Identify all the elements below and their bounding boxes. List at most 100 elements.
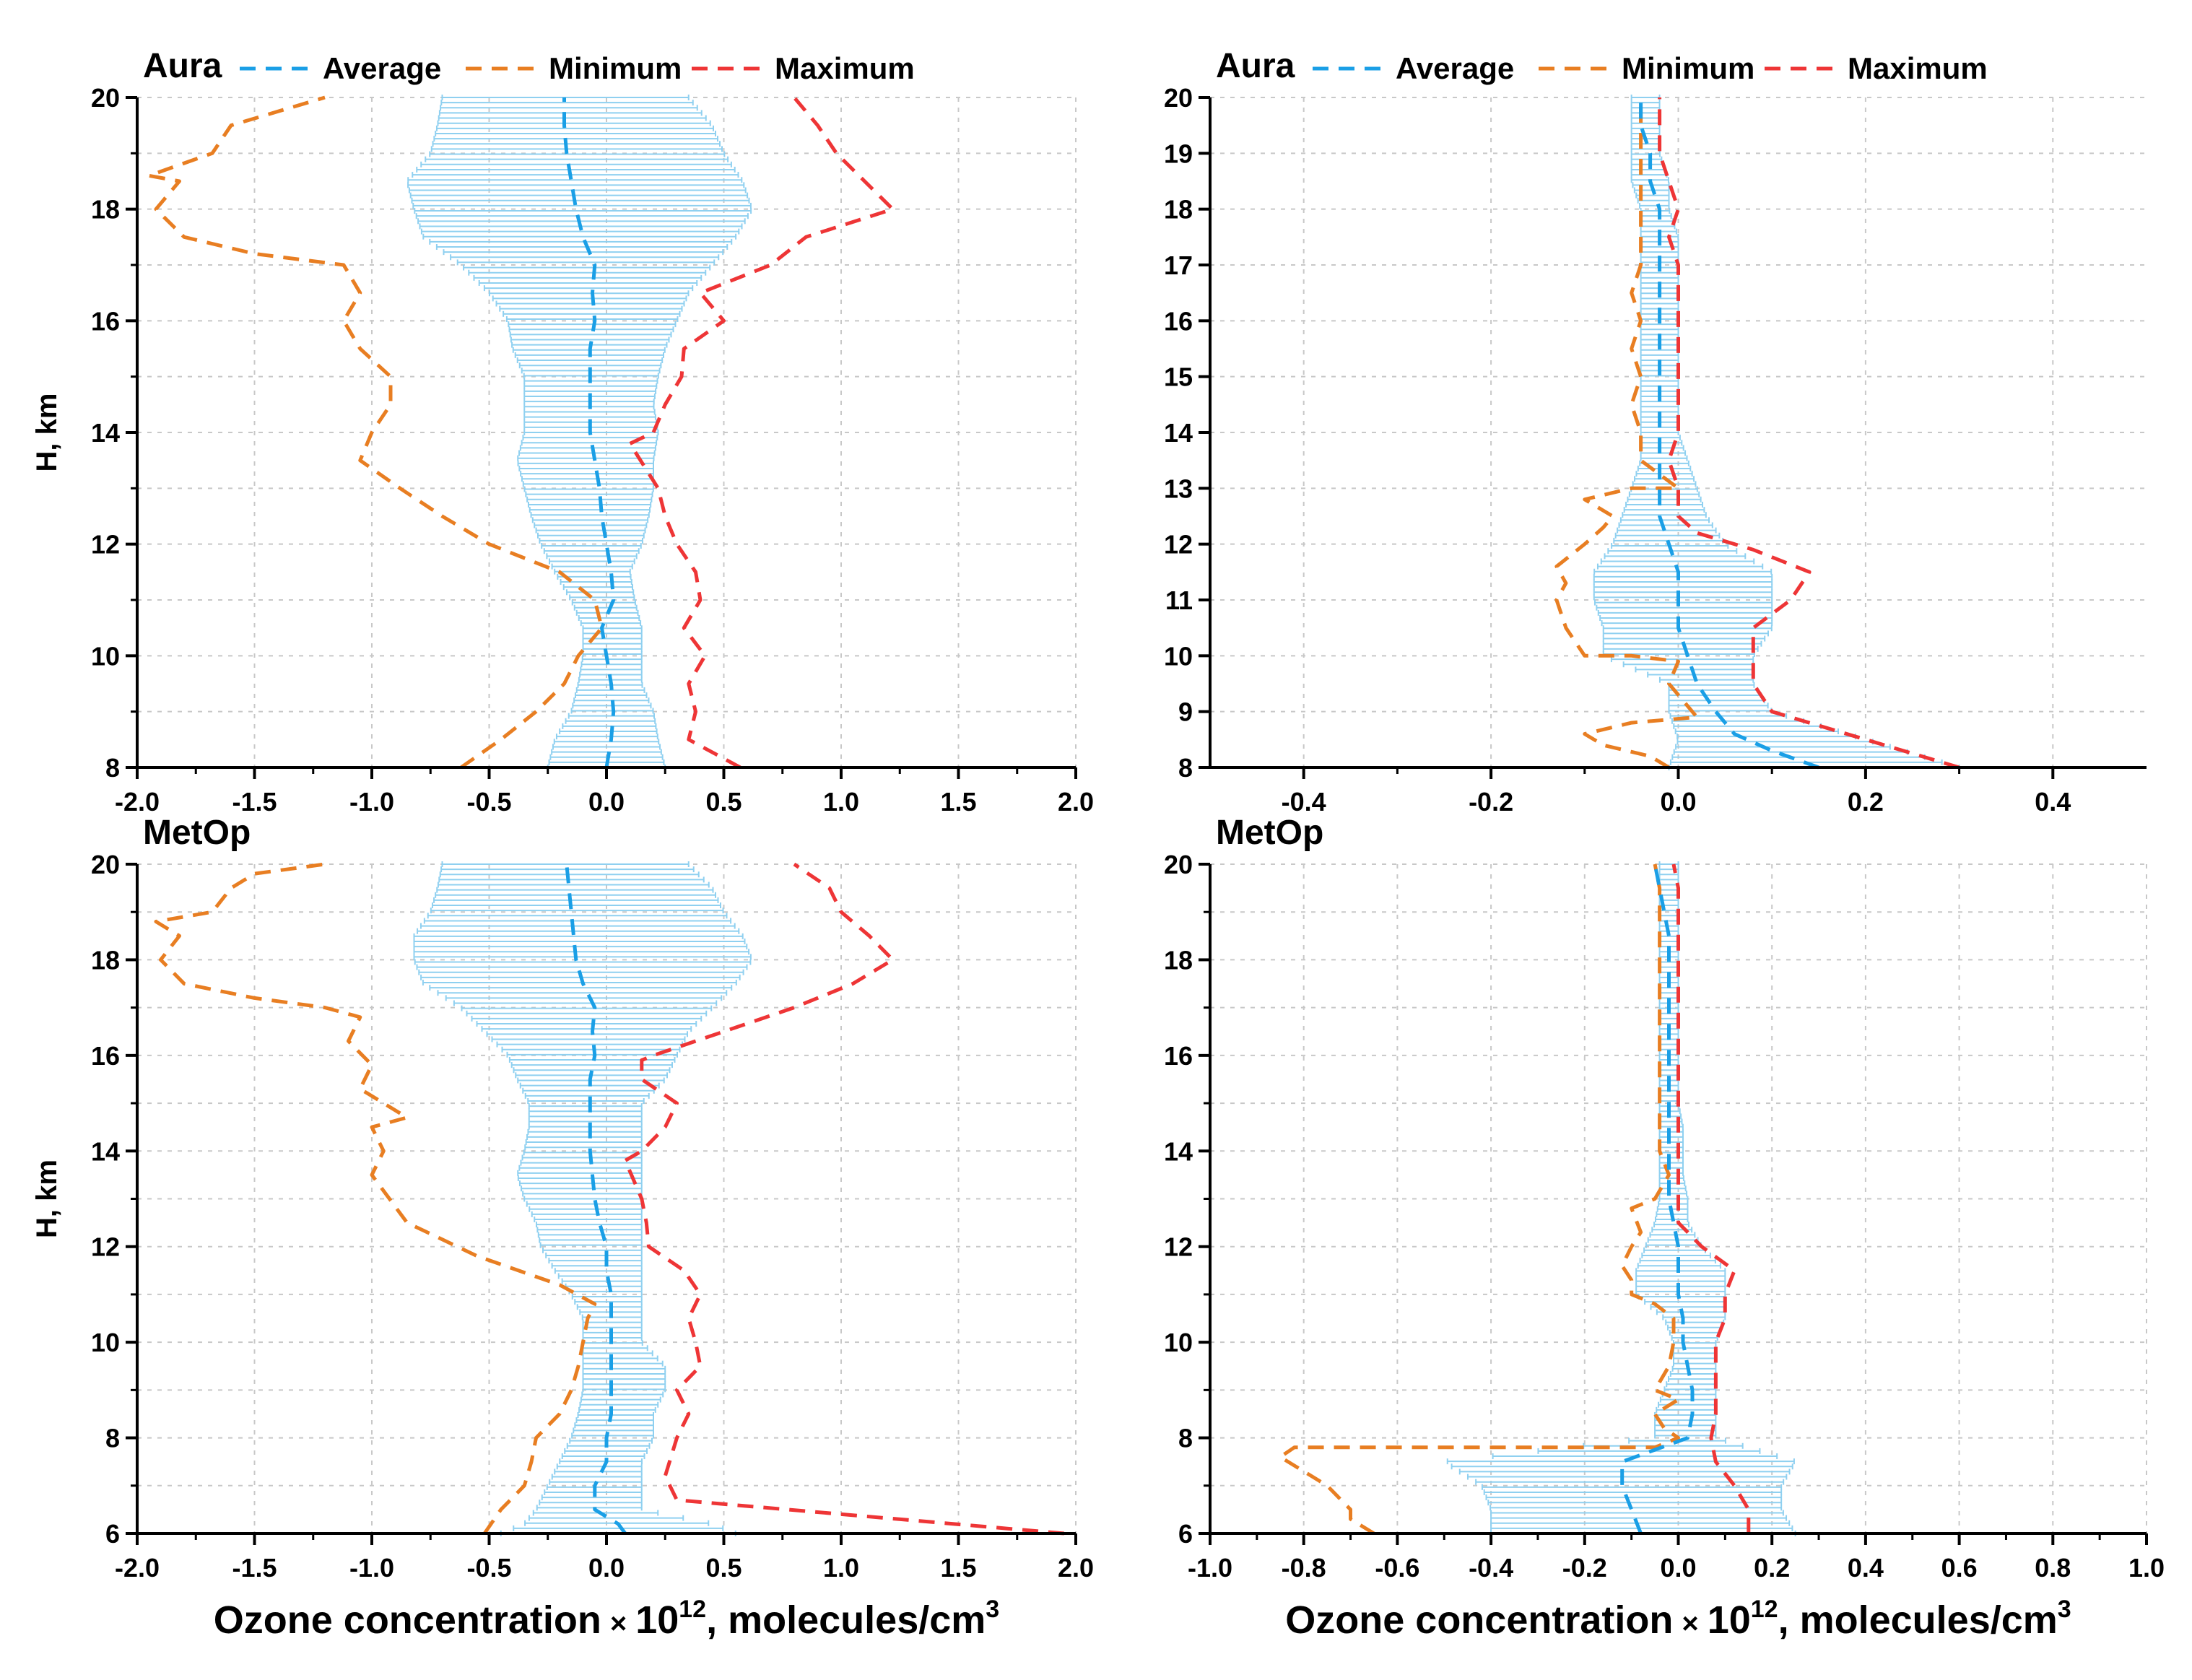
error-bar bbox=[559, 728, 658, 735]
spread-band bbox=[407, 95, 752, 770]
x-axis-title: Ozone concentration × 1012, molecules/cm3 bbox=[1285, 1596, 2071, 1642]
error-bar bbox=[1658, 1092, 1679, 1099]
error-bar bbox=[573, 604, 638, 611]
error-bar bbox=[1630, 156, 1663, 162]
y-tick-label: 18 bbox=[1164, 195, 1193, 225]
error-bar bbox=[1627, 496, 1702, 502]
x-tick-label: -2.0 bbox=[115, 787, 160, 817]
x-tick-label: 0.0 bbox=[1660, 1553, 1696, 1583]
x-tick-label: 0.0 bbox=[588, 787, 625, 817]
error-bar bbox=[1451, 1463, 1793, 1470]
y-tick-label: 20 bbox=[91, 850, 120, 879]
error-bar bbox=[1668, 702, 1769, 709]
error-bar bbox=[508, 326, 674, 333]
error-bar bbox=[517, 460, 654, 466]
error-bar bbox=[528, 1108, 643, 1115]
error-bar bbox=[491, 1036, 686, 1043]
error-bar bbox=[1675, 744, 1891, 750]
error-bar bbox=[1632, 481, 1697, 487]
error-bar bbox=[501, 1046, 681, 1053]
error-bar bbox=[580, 1396, 661, 1403]
y-tick-label: 8 bbox=[105, 753, 120, 783]
error-bar bbox=[1640, 378, 1679, 384]
error-bar bbox=[527, 501, 652, 508]
error-bar bbox=[1485, 1494, 1783, 1501]
error-bar bbox=[1640, 249, 1679, 256]
error-bar bbox=[1676, 734, 1856, 740]
error-bar bbox=[1668, 697, 1765, 704]
error-bar bbox=[513, 1067, 671, 1074]
error-bar bbox=[524, 1144, 643, 1151]
error-bar bbox=[539, 1242, 643, 1248]
error-bar bbox=[517, 455, 655, 461]
error-bar bbox=[1640, 326, 1679, 333]
error-bar bbox=[1673, 1360, 1717, 1367]
error-bar bbox=[1602, 630, 1770, 637]
error-bar bbox=[529, 1206, 643, 1212]
error-bar bbox=[1618, 522, 1713, 528]
error-bar bbox=[1630, 115, 1661, 121]
error-bar bbox=[582, 1350, 653, 1357]
error-bar bbox=[521, 1185, 643, 1192]
error-bar bbox=[549, 558, 635, 565]
error-bar bbox=[413, 949, 750, 955]
series-line-average bbox=[565, 863, 627, 1535]
y-tick-label: 16 bbox=[1164, 1041, 1193, 1071]
error-bar bbox=[528, 1123, 643, 1130]
x-tick-label: 0.0 bbox=[1660, 787, 1696, 817]
error-bar bbox=[523, 409, 656, 415]
error-bar bbox=[1671, 1365, 1717, 1372]
error-bar bbox=[548, 1258, 643, 1264]
y-tick-label: 11 bbox=[1165, 586, 1193, 615]
error-bar bbox=[541, 543, 642, 549]
legend-item-average: Average bbox=[240, 51, 441, 85]
error-bar bbox=[420, 228, 740, 235]
error-bar bbox=[1628, 491, 1700, 497]
error-bar bbox=[1640, 300, 1679, 307]
legend: Average Minimum Maximum bbox=[1313, 51, 1988, 85]
error-bar bbox=[536, 1222, 643, 1228]
error-bar bbox=[411, 197, 750, 204]
error-bar bbox=[526, 496, 653, 502]
error-bar bbox=[569, 594, 635, 601]
error-bar bbox=[567, 713, 655, 719]
error-bar bbox=[582, 1365, 666, 1372]
error-bar bbox=[1645, 1242, 1702, 1248]
error-bar bbox=[551, 563, 633, 570]
error-bar bbox=[413, 944, 748, 950]
error-bar bbox=[582, 1376, 666, 1383]
error-bar bbox=[1658, 1201, 1689, 1207]
legend-item-average: Average bbox=[1313, 51, 1514, 85]
y-tick-label: 14 bbox=[1164, 1136, 1193, 1166]
y-tick-label: 12 bbox=[1164, 530, 1193, 560]
error-bar bbox=[499, 305, 683, 312]
error-bar bbox=[1671, 754, 1926, 760]
error-bar bbox=[542, 1247, 643, 1253]
y-tick-label: 19 bbox=[1164, 139, 1193, 168]
series-line-maximum bbox=[628, 96, 895, 770]
error-bar bbox=[1466, 1474, 1788, 1480]
error-bar bbox=[1640, 352, 1679, 358]
error-bar bbox=[1596, 563, 1764, 570]
error-bar bbox=[551, 749, 662, 755]
error-bar bbox=[1658, 1196, 1689, 1202]
error-bar bbox=[566, 1442, 651, 1449]
x-tick-label: 0.6 bbox=[1941, 1553, 1978, 1583]
error-bar bbox=[1640, 274, 1679, 281]
error-bar bbox=[443, 249, 724, 256]
y-tick-label: 9 bbox=[1178, 697, 1193, 727]
error-bar bbox=[435, 130, 716, 136]
error-bar bbox=[534, 522, 648, 528]
error-bar bbox=[516, 357, 664, 364]
error-bar bbox=[524, 1092, 650, 1099]
error-bar bbox=[582, 625, 643, 632]
y-tick-label: 20 bbox=[1164, 83, 1193, 113]
error-bar bbox=[422, 980, 737, 986]
error-bar bbox=[1658, 964, 1679, 970]
error-bar bbox=[1600, 558, 1755, 565]
x-tick-label: 2.0 bbox=[1058, 787, 1094, 817]
panel-title: MetOp bbox=[143, 814, 251, 852]
y-tick-label: 8 bbox=[1178, 1424, 1193, 1453]
y-axis-title: H, km bbox=[31, 393, 63, 472]
